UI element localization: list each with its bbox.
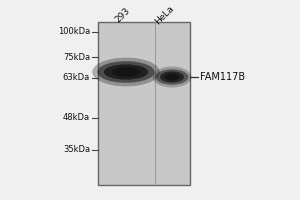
Bar	[98, 22, 190, 185]
Text: 48kDa: 48kDa	[63, 114, 90, 122]
Text: HeLa: HeLa	[154, 4, 176, 26]
Ellipse shape	[112, 67, 140, 77]
Ellipse shape	[160, 71, 184, 83]
Ellipse shape	[152, 66, 191, 88]
Ellipse shape	[164, 73, 179, 80]
Ellipse shape	[92, 58, 160, 86]
Ellipse shape	[98, 61, 154, 83]
Ellipse shape	[104, 64, 148, 80]
Text: 100kDa: 100kDa	[58, 27, 90, 36]
Ellipse shape	[155, 69, 188, 85]
Text: 75kDa: 75kDa	[63, 52, 90, 62]
Text: 293: 293	[114, 6, 132, 24]
Text: 35kDa: 35kDa	[63, 146, 90, 154]
Text: 63kDa: 63kDa	[63, 73, 90, 82]
Text: FAM117B: FAM117B	[200, 72, 245, 82]
